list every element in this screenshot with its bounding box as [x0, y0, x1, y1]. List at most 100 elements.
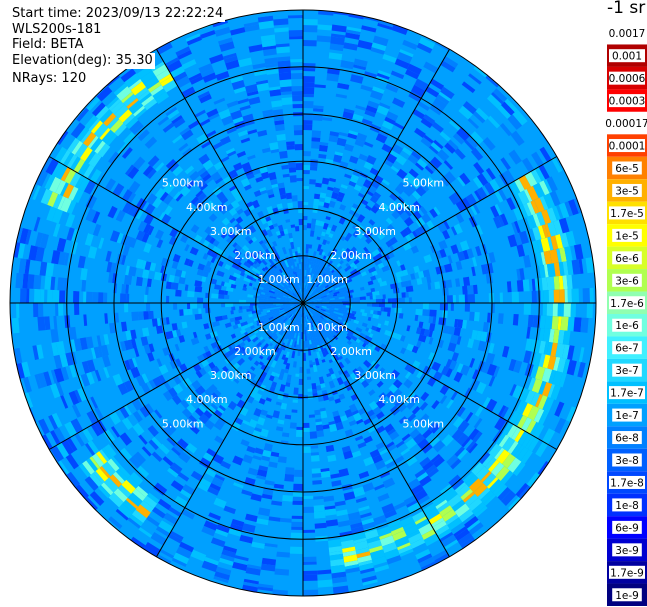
field-cell — [280, 276, 285, 282]
field-cell — [345, 251, 352, 259]
field-cell — [312, 337, 316, 342]
field-cell — [403, 336, 413, 345]
field-cell — [144, 136, 158, 149]
field-cell — [351, 118, 363, 127]
field-cell — [521, 157, 535, 173]
field-cell — [303, 294, 305, 300]
field-cell — [146, 193, 158, 205]
field-cell — [146, 168, 157, 180]
field-cell — [331, 307, 335, 310]
field-cell — [334, 326, 342, 333]
field-cell — [65, 213, 76, 228]
field-cell — [322, 321, 328, 327]
field-cell — [268, 461, 278, 468]
field-cell — [410, 538, 426, 549]
field-cell — [509, 181, 521, 195]
field-cell — [266, 205, 274, 215]
field-cell — [320, 331, 325, 337]
field-cell — [287, 370, 293, 376]
field-cell — [174, 343, 180, 352]
field-cell — [103, 429, 116, 443]
field-cell — [333, 314, 339, 319]
field-cell — [188, 120, 200, 130]
field-cell — [47, 191, 59, 207]
field-cell — [135, 209, 144, 220]
field-cell — [313, 193, 321, 200]
field-cell — [250, 326, 258, 333]
field-cell — [238, 540, 252, 547]
field-cell — [335, 270, 342, 276]
field-cell — [332, 289, 341, 294]
field-cell — [317, 303, 324, 306]
field-cell — [428, 261, 434, 269]
field-cell — [173, 383, 184, 395]
field-cell — [212, 453, 225, 465]
field-cell — [216, 524, 230, 534]
field-cell — [299, 306, 302, 313]
field-cell — [567, 288, 572, 303]
field-cell — [271, 318, 278, 323]
field-cell — [271, 381, 278, 388]
field-cell — [293, 116, 303, 121]
field-cell — [449, 120, 461, 131]
field-cell — [514, 429, 525, 443]
field-cell — [273, 353, 280, 362]
field-cell — [348, 419, 357, 427]
field-cell — [151, 506, 166, 519]
field-cell — [237, 98, 249, 105]
field-cell — [100, 344, 109, 357]
field-cell — [288, 314, 294, 320]
field-cell — [268, 375, 275, 382]
field-cell — [269, 295, 277, 299]
field-cell — [236, 357, 246, 366]
field-cell — [298, 313, 301, 320]
field-cell — [234, 417, 244, 426]
field-cell — [313, 270, 318, 276]
field-cell — [95, 467, 109, 482]
field-cell — [177, 303, 182, 310]
field-cell — [54, 163, 68, 180]
field-cell — [277, 419, 285, 425]
field-cell — [329, 131, 340, 137]
field-cell — [269, 294, 275, 297]
field-cell — [64, 421, 77, 437]
field-cell — [147, 81, 162, 93]
field-cell — [547, 221, 558, 237]
field-cell — [326, 317, 333, 322]
field-cell — [497, 405, 507, 417]
field-cell — [467, 293, 475, 303]
field-cell — [261, 428, 269, 434]
colorbar-label-bg — [609, 565, 645, 579]
field-cell — [332, 282, 340, 288]
field-cell — [178, 276, 186, 285]
field-cell — [298, 312, 300, 316]
colorbar: 0.00170.0010.00060.00030.000170.00016e-5… — [605, 22, 647, 606]
field-cell — [216, 270, 225, 278]
field-cell — [19, 227, 29, 244]
field-cell — [246, 274, 254, 281]
field-cell — [428, 435, 441, 448]
field-cell — [271, 333, 278, 340]
field-cell — [555, 234, 564, 249]
field-cell — [510, 280, 518, 293]
field-cell — [337, 428, 346, 436]
field-cell — [303, 365, 307, 369]
field-cell — [408, 183, 417, 192]
field-cell — [464, 387, 473, 398]
field-cell — [56, 315, 62, 329]
field-cell — [377, 445, 387, 453]
field-cell — [356, 303, 360, 306]
field-cell — [281, 327, 285, 331]
field-cell — [549, 190, 561, 207]
field-cell — [366, 155, 377, 165]
field-cell — [151, 318, 158, 327]
field-cell — [290, 373, 296, 380]
field-cell — [543, 341, 549, 355]
field-cell — [298, 273, 301, 277]
field-cell — [446, 207, 456, 218]
field-cell — [271, 100, 283, 108]
field-cell — [216, 340, 222, 347]
field-cell — [397, 392, 405, 400]
field-cell — [251, 236, 258, 243]
field-cell — [428, 145, 439, 155]
